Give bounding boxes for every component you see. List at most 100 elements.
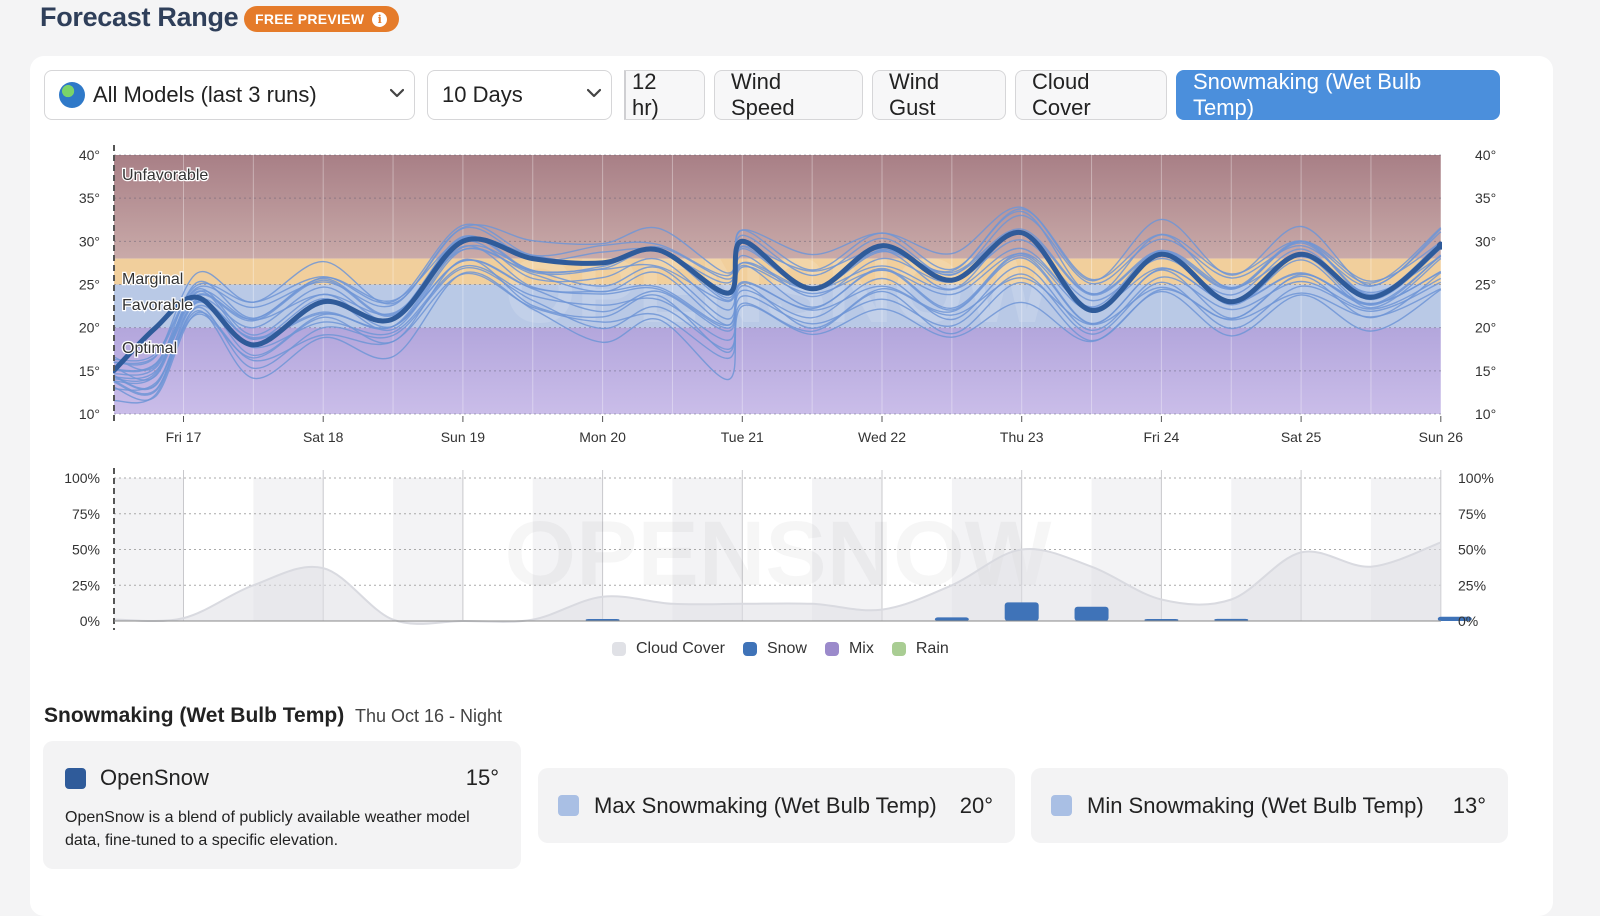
y-tick-label-left: 30°: [79, 233, 100, 249]
info-icon[interactable]: i: [372, 11, 388, 27]
max-name: Max Snowmaking (Wet Bulb Temp): [594, 792, 937, 818]
y-tick-label-left: 25°: [79, 277, 100, 293]
snow-bar: [1437, 616, 1472, 621]
tab-cloud-cover[interactable]: Cloud Cover: [1015, 69, 1167, 120]
opensnow-value: 15°: [465, 765, 499, 790]
y-tick-label-left: 10°: [79, 406, 100, 422]
legend-label: Cloud Cover: [636, 640, 725, 657]
cloud-cover-area: [113, 542, 1441, 624]
band-unfavorable: [114, 155, 1441, 259]
min-name: Min Snowmaking (Wet Bulb Temp): [1087, 792, 1424, 818]
y-tick-label-right: 35°: [1475, 190, 1496, 206]
y-tick-label-right: 20°: [1475, 320, 1496, 336]
globe-icon: [59, 82, 85, 108]
y-tick-label-right: 75%: [1458, 506, 1486, 522]
legend-swatch: [612, 642, 626, 656]
y-tick-label-right: 25°: [1475, 277, 1496, 293]
tab-wind-speed-label: Wind Speed: [731, 69, 795, 120]
forecast-charts: OPENSNOW Unfavorable Marginal Favorable Opt…: [64, 145, 1496, 630]
detail-timestamp: Thu Oct 16 - Night: [355, 706, 503, 726]
snow-bar: [1074, 606, 1109, 621]
model-line: [113, 264, 1442, 395]
y-tick-label-left: 15°: [79, 363, 100, 379]
chevron-down-icon: [390, 88, 404, 98]
opensnow-point: [1436, 241, 1442, 250]
free-preview-badge[interactable]: FREE PREVIEW i: [244, 6, 400, 32]
legend-rain[interactable]: Rain: [891, 640, 949, 658]
y-tick-label-left: 100%: [64, 470, 100, 486]
snow-bar: [1004, 602, 1039, 621]
max-snowmaking-card[interactable]: Max Snowmaking (Wet Bulb Temp) 20°: [538, 768, 1015, 843]
night-shade: [393, 478, 463, 621]
min-snowmaking-card[interactable]: Min Snowmaking (Wet Bulb Temp) 13°: [1031, 768, 1508, 843]
model-line: [113, 210, 1442, 371]
band-optimal: [114, 327, 1441, 414]
y-tick-label-right: 40°: [1475, 147, 1496, 163]
band-label-unfavorable: Unfavorable: [122, 167, 208, 184]
y-tick-label-right: 15°: [1475, 363, 1496, 379]
y-tick-label-left: 0%: [80, 613, 100, 629]
tab-wind-gust[interactable]: Wind Gust: [872, 69, 1006, 120]
chevron-down-icon: [587, 88, 601, 98]
model-select[interactable]: All Models (last 3 runs): [44, 70, 415, 120]
watermark: OPENSNOW: [505, 240, 1052, 342]
x-tick-label: Fri 17: [166, 429, 202, 445]
x-tick-label: Thu 23: [1000, 429, 1044, 445]
x-tick-label: Sun 26: [1419, 429, 1464, 445]
cloud-cover-line: [113, 541, 1442, 625]
y-tick-label-left: 20°: [79, 320, 100, 336]
y-tick-label-right: 100%: [1458, 470, 1494, 486]
y-tick-label-right: 10°: [1475, 406, 1496, 422]
tab-cloud-cover-label: Cloud Cover: [1032, 69, 1091, 120]
opensnow-card[interactable]: OpenSnow 15° OpenSnow is a blend of publ…: [43, 741, 521, 869]
min-value: 13°: [1452, 792, 1486, 818]
opensnow-line: [113, 230, 1442, 374]
legend-swatch: [742, 642, 757, 656]
opensnow-description: OpenSnow is a blend of publicly availabl…: [65, 809, 470, 849]
x-tick-label: Mon 20: [579, 429, 626, 445]
legend-cloud-cover[interactable]: Cloud Cover: [612, 640, 725, 658]
y-tick-label-left: 40°: [79, 147, 100, 163]
model-line: [113, 206, 1442, 366]
chart-legend: Cloud Cover Snow Mix Rain: [612, 640, 949, 658]
y-tick-label-left: 75%: [72, 506, 100, 522]
tab-12hr-label: 12 hr): [632, 69, 659, 120]
band-label-marginal: Marginal: [122, 271, 183, 288]
y-tick-label-right: 0%: [1458, 613, 1478, 629]
range-select-label: 10 Days: [442, 82, 523, 107]
legend-snow[interactable]: Snow: [742, 640, 807, 658]
tab-wind-speed[interactable]: Wind Speed: [714, 69, 863, 120]
legend-swatch: [891, 642, 906, 656]
y-tick-label-left: 25%: [72, 577, 100, 593]
x-tick-label: Sat 25: [1281, 429, 1322, 445]
model-line: [113, 254, 1442, 391]
y-tick-label-right: 25%: [1458, 577, 1486, 593]
tab-snowmaking-label: Snowmaking (Wet Bulb Temp): [1193, 69, 1422, 120]
model-line: [113, 231, 1442, 381]
legend-label: Snow: [766, 640, 807, 657]
y-tick-label-right: 50%: [1458, 542, 1486, 558]
tab-12hr[interactable]: 12 hr): [624, 69, 705, 120]
tab-snowmaking[interactable]: Snowmaking (Wet Bulb Temp): [1176, 69, 1500, 120]
detail-title: Snowmaking (Wet Bulb Temp): [44, 704, 345, 727]
y-tick-label-right: 30°: [1475, 233, 1496, 249]
min-swatch: [1051, 795, 1072, 816]
x-tick-label: Tue 21: [721, 429, 764, 445]
max-value: 20°: [959, 792, 993, 818]
opensnow-name: OpenSnow: [100, 765, 209, 790]
legend-swatch: [824, 642, 839, 656]
y-tick-label-left: 35°: [79, 190, 100, 206]
snow-bar: [1214, 618, 1249, 621]
y-tick-label-left: 50%: [72, 542, 100, 558]
page-title: Forecast Range: [40, 2, 239, 32]
free-preview-label: FREE PREVIEW: [255, 11, 365, 27]
range-select[interactable]: 10 Days: [427, 70, 612, 120]
snow-bar: [934, 617, 969, 621]
band-label-optimal: Optimal: [122, 340, 177, 357]
legend-mix[interactable]: Mix: [824, 640, 874, 658]
model-select-label: All Models (last 3 runs): [93, 82, 317, 107]
band-label-favorable: Favorable: [122, 297, 193, 314]
x-tick-label: Wed 22: [858, 429, 906, 445]
x-tick-label: Sat 18: [303, 429, 344, 445]
legend-label: Rain: [915, 640, 949, 657]
